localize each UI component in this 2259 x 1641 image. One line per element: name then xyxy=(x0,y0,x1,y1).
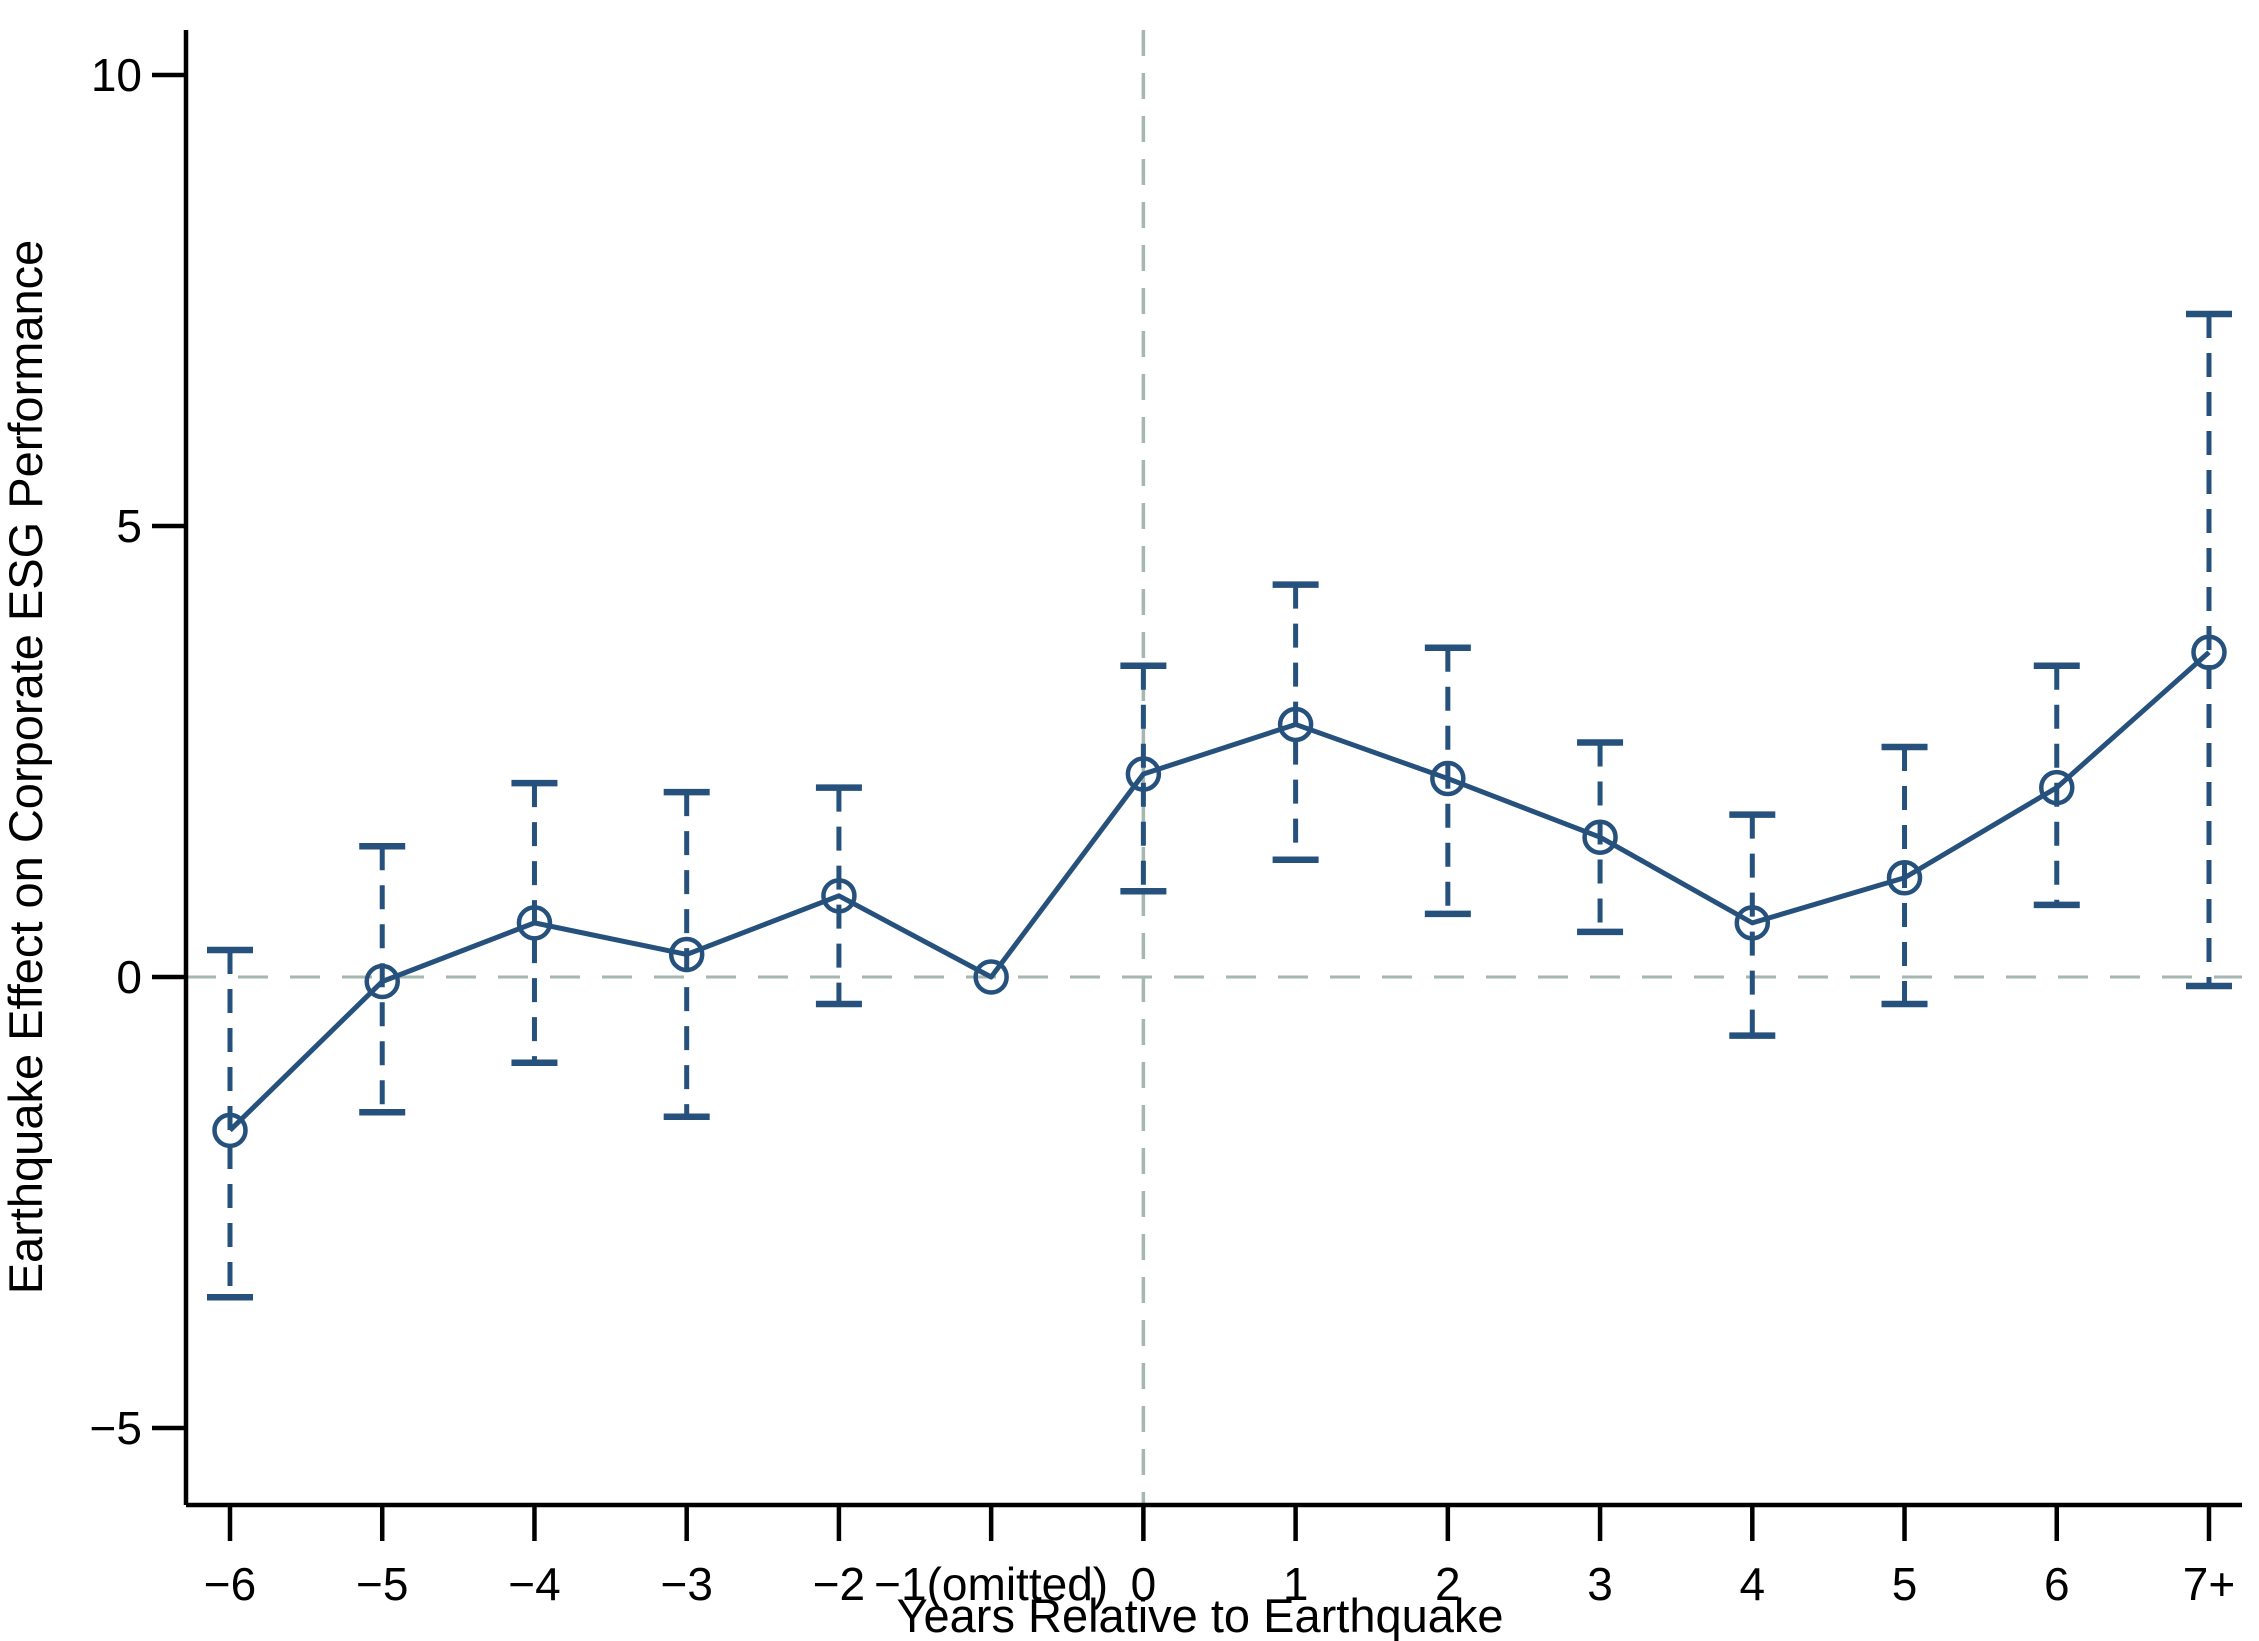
x-tick-label: 7+ xyxy=(2183,1558,2235,1610)
x-tick-label: −1(omitted) xyxy=(874,1558,1108,1610)
y-tick-label: 5 xyxy=(116,500,142,552)
x-tick-label: −4 xyxy=(508,1558,560,1610)
data-point-marker xyxy=(1277,706,1314,743)
data-point-marker xyxy=(516,905,553,941)
x-tick-label: 3 xyxy=(1587,1558,1613,1610)
data-point-marker xyxy=(2039,769,2075,806)
data-point-marker xyxy=(2191,634,2227,671)
x-tick-label: −6 xyxy=(204,1558,256,1610)
y-tick-label: 10 xyxy=(91,49,142,101)
y-tick-label: −5 xyxy=(90,1402,142,1454)
coefficient-series-line xyxy=(228,650,2211,1133)
data-point-marker xyxy=(973,959,1009,995)
x-tick-label: 1 xyxy=(1283,1558,1309,1610)
data-point-marker xyxy=(821,878,857,914)
data-point-marker xyxy=(1886,860,1923,896)
data-point-marker xyxy=(1430,760,1466,797)
x-tick-label: 4 xyxy=(1740,1558,1766,1610)
y-axis-title: Earthquake Effect on Corporate ESG Perfo… xyxy=(0,240,52,1295)
x-tick-label: 6 xyxy=(2044,1558,2070,1610)
x-tick-label: 2 xyxy=(1435,1558,1461,1610)
x-tick-label: −3 xyxy=(660,1558,712,1610)
data-point-marker xyxy=(668,936,705,973)
data-point-marker xyxy=(1125,756,1162,792)
data-point-marker xyxy=(1734,905,1771,941)
x-axis-title: Years Relative to Earthquake xyxy=(896,1589,1503,1641)
x-tick-label: 0 xyxy=(1131,1558,1157,1610)
x-tick-label: 5 xyxy=(1892,1558,1918,1610)
data-point-marker xyxy=(1582,819,1618,855)
data-point-marker xyxy=(212,1112,248,1149)
x-tick-label: −2 xyxy=(813,1558,865,1610)
x-tick-label: −5 xyxy=(356,1558,408,1610)
data-point-marker xyxy=(364,963,400,1000)
y-tick-label: 0 xyxy=(116,951,142,1003)
